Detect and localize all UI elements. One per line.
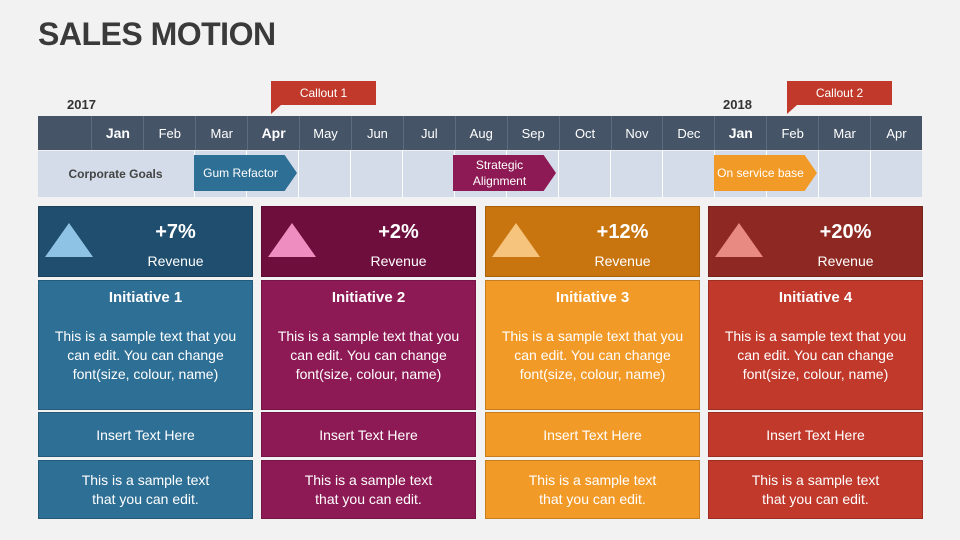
metric-card-1: +7% Revenue (38, 206, 253, 277)
month-jun: Jun (352, 116, 404, 150)
month-mar: Mar (196, 116, 249, 150)
insert-text-box-3: Insert Text Here (485, 412, 700, 457)
goals-cell (247, 151, 299, 197)
goals-cell (507, 151, 559, 197)
month-aug: Aug (456, 116, 508, 150)
goals-cell (351, 151, 403, 197)
insert-text-box-2: Insert Text Here (261, 412, 476, 457)
year-2018-label: 2018 (723, 97, 752, 112)
goal-arrow-strategic-alignment: Strategic Alignment (453, 155, 556, 191)
month-jan-2018: Jan (715, 116, 768, 150)
initiative-title: Initiative 1 (108, 289, 183, 306)
metric-card-3: +12% Revenue (485, 206, 700, 277)
goals-cell (559, 151, 611, 197)
initiative-box-3: Initiative 3 This is a sample text that … (485, 280, 700, 410)
month-cell-blank (38, 116, 93, 150)
month-may: May (300, 116, 352, 150)
month-feb-2018: Feb (767, 116, 820, 150)
initiative-box-4: Initiative 4 This is a sample text that … (708, 280, 923, 410)
goal-arrow-gum-refactor: Gum Refactor (194, 155, 297, 191)
month-apr: Apr (248, 116, 301, 150)
goals-cell (299, 151, 351, 197)
goals-cell (663, 151, 715, 197)
initiative-title: Initiative 2 (331, 289, 406, 306)
metric-label: Revenue (147, 253, 204, 269)
metric-card-2: +2% Revenue (261, 206, 476, 277)
initiative-body: This is a sample text that you can edit.… (501, 328, 684, 382)
month-apr-2018: Apr (886, 125, 907, 141)
up-triangle-icon (715, 223, 763, 257)
metric-label: Revenue (594, 253, 651, 269)
goals-cell (767, 151, 819, 197)
initiative-title: Initiative 3 (555, 289, 630, 306)
initiative-title: Initiative 4 (778, 289, 853, 306)
goals-cell (403, 151, 455, 197)
metric-percent: +20% (819, 221, 872, 243)
sample-text-box-4: This is a sample text that you can edit. (708, 460, 923, 519)
month-jul: Jul (404, 116, 456, 150)
goals-cell (819, 151, 872, 197)
goals-cell (871, 151, 922, 197)
month-dec: Dec (663, 116, 716, 150)
month-jan-2017: Jan (92, 116, 145, 150)
initiative-box-1: Initiative 1 This is a sample text that … (38, 280, 253, 410)
page-title: SALES MOTION (38, 16, 276, 52)
insert-text-box-4: Insert Text Here (708, 412, 923, 457)
insert-text-box-1: Insert Text Here (38, 412, 253, 457)
callout-2: Callout 2 (787, 81, 892, 114)
month-sep: Sep (508, 116, 560, 150)
sample-text-box-1: This is a sample text that you can edit. (38, 460, 253, 519)
initiative-body: This is a sample text that you can edit.… (54, 328, 237, 382)
metric-percent: +7% (155, 221, 196, 243)
callout-1: Callout 1 (271, 81, 376, 114)
initiative-box-2: Initiative 2 This is a sample text that … (261, 280, 476, 410)
month-header-row: Jan Feb Mar Apr May Jun Jul Aug Sep Oct … (38, 116, 922, 150)
metric-percent: +2% (378, 221, 419, 243)
month-nov: Nov (612, 116, 664, 150)
up-triangle-icon (45, 223, 93, 257)
sample-text-box-3: This is a sample text that you can edit. (485, 460, 700, 519)
metric-card-4: +20% Revenue (708, 206, 923, 277)
metric-label: Revenue (370, 253, 427, 269)
month-mar-2018: Mar (819, 116, 872, 150)
month-oct: Oct (560, 116, 612, 150)
goal-arrow-on-service-base: On service base (714, 155, 817, 191)
goals-cell (611, 151, 663, 197)
year-2017-label: 2017 (67, 97, 96, 112)
corporate-goals-label: Corporate Goals (68, 167, 163, 181)
initiative-body: This is a sample text that you can edit.… (277, 328, 460, 382)
up-triangle-icon (268, 223, 316, 257)
metric-label: Revenue (817, 253, 874, 269)
month-feb: Feb (144, 116, 197, 150)
up-triangle-icon (492, 223, 540, 257)
sample-text-box-2: This is a sample text that you can edit. (261, 460, 476, 519)
metric-percent: +12% (596, 221, 649, 243)
initiative-body: This is a sample text that you can edit.… (724, 328, 907, 382)
